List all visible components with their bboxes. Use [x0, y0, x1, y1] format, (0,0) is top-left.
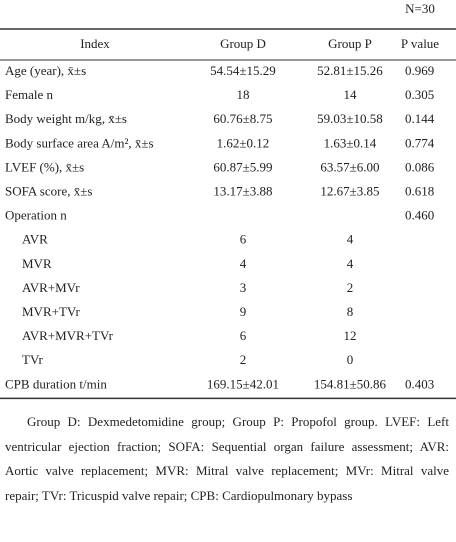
sample-size: N=30 [405, 1, 435, 16]
p-value: 0.774 [405, 135, 435, 150]
row-label: TVr [22, 352, 44, 367]
cell-value: 6 [240, 232, 247, 247]
cell-value: 63.57±6.00 [320, 159, 379, 174]
row-label: Body weight m/kg, x̄±s [5, 111, 127, 126]
p-value: 0.144 [405, 111, 435, 126]
cell-value: 169.15±42.01 [207, 376, 279, 391]
cell-value: 6 [240, 328, 247, 343]
cell-value: 13.17±3.88 [213, 183, 272, 198]
footnote: Group D: Dexmedetomidine group; Group P:… [5, 414, 449, 503]
cell-value: 4 [347, 256, 354, 271]
cell-value: 60.87±5.99 [213, 159, 272, 174]
cell-value: 0 [347, 352, 354, 367]
cell-value: 4 [347, 232, 354, 247]
cell-value: 2 [240, 352, 247, 367]
cell-value: 14 [344, 87, 358, 102]
column-header: Group P [328, 36, 372, 51]
cell-value: 154.81±50.86 [314, 376, 387, 391]
column-header: Group D [220, 36, 266, 51]
row-label: Age (year), x̄±s [5, 63, 86, 78]
cell-value: 1.62±0.12 [217, 135, 270, 150]
cell-value: 18 [237, 87, 250, 102]
row-label: MVR+TVr [22, 304, 80, 319]
row-label: SOFA score, x̄±s [5, 183, 92, 198]
cell-value: 2 [347, 280, 354, 295]
row-label: CPB duration t/min [5, 376, 107, 391]
cell-value: 3 [240, 280, 247, 295]
row-label: MVR [22, 256, 52, 271]
row-label: Female n [5, 87, 54, 102]
cell-value: 54.54±15.29 [210, 63, 276, 78]
cell-value: 52.81±15.26 [317, 63, 383, 78]
cell-value: 12.67±3.85 [320, 183, 379, 198]
p-value: 0.403 [405, 376, 434, 391]
row-label: AVR+MVr [22, 280, 80, 295]
cell-value: 59.03±10.58 [317, 111, 383, 126]
p-value: 0.460 [405, 208, 434, 223]
row-label: Operation n [5, 208, 67, 223]
row-label: Body surface area A/m², x̄±s [5, 135, 154, 150]
cell-value: 8 [347, 304, 354, 319]
cell-value: 4 [240, 256, 247, 271]
column-header: Index [80, 36, 110, 51]
p-value: 0.305 [405, 87, 434, 102]
row-label: AVR+MVR+TVr [22, 328, 114, 343]
row-label: AVR [22, 232, 48, 247]
cell-value: 12 [344, 328, 357, 343]
row-label: LVEF (%), x̄±s [5, 159, 84, 174]
p-value: 0.086 [405, 159, 435, 174]
cell-value: 1.63±0.14 [324, 135, 377, 150]
p-value: 0.969 [405, 63, 434, 78]
cell-value: 9 [240, 304, 247, 319]
p-value: 0.618 [405, 183, 434, 198]
column-header: P value [401, 36, 439, 51]
cell-value: 60.76±8.75 [213, 111, 272, 126]
